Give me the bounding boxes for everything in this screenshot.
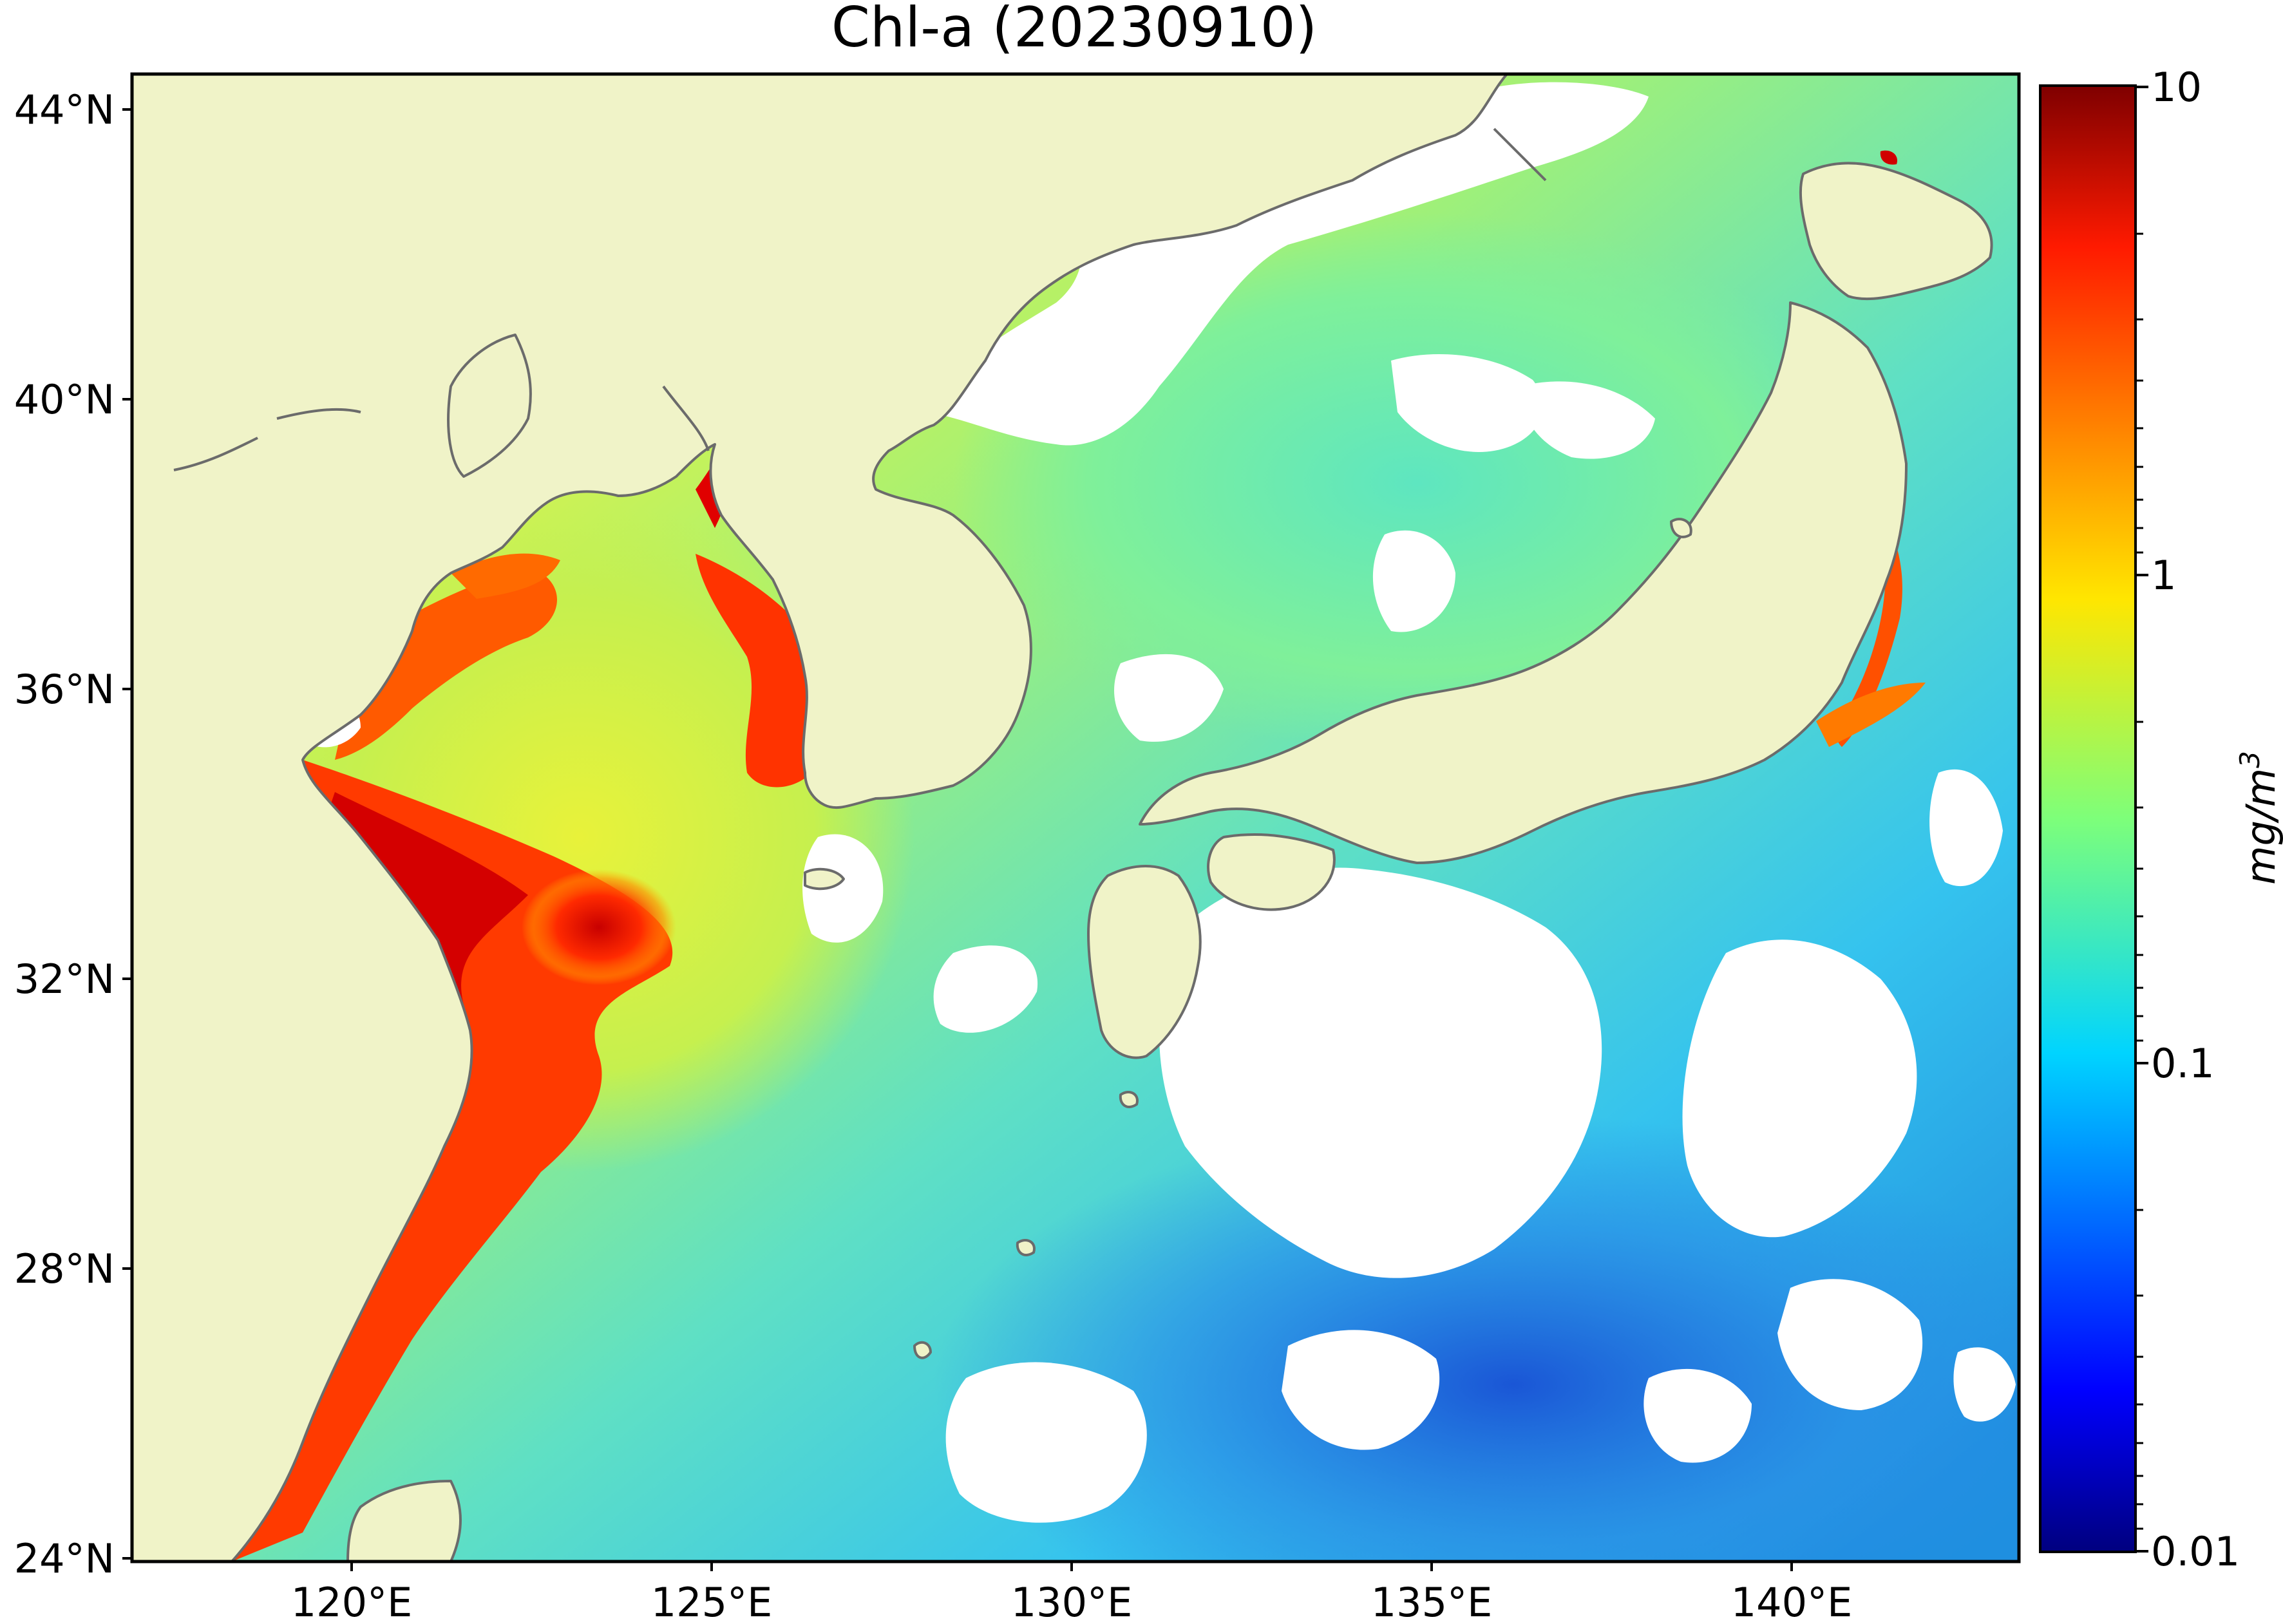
lat-tick-label: 40°N — [14, 376, 115, 423]
lon-ticks: 120°E 125°E 130°E 135°E 140°E — [291, 1562, 1853, 1624]
lat-tick-label: 32°N — [14, 956, 115, 1003]
kyushu — [1087, 865, 1202, 1059]
map-title: Chl-a (20230910) — [831, 0, 1317, 60]
lon-tick-label: 130°E — [1011, 1579, 1133, 1624]
shikoku — [1207, 833, 1336, 911]
yellow-sea-coast-high — [335, 567, 557, 760]
lat-tick-label: 36°N — [14, 666, 115, 713]
lon-tick-label: 135°E — [1371, 1579, 1493, 1624]
amami-island — [1016, 1239, 1036, 1256]
hokkaido — [1799, 162, 1993, 301]
okinawa-island — [913, 1341, 932, 1359]
lat-tick-label: 44°N — [14, 86, 115, 133]
jeju-island — [804, 867, 845, 891]
lat-tick-label: 24°N — [14, 1535, 115, 1582]
colorbar-tick-label: 1 — [2151, 552, 2176, 599]
sado-island — [1670, 518, 1692, 538]
lon-tick-label: 120°E — [291, 1579, 413, 1624]
honshu — [1139, 301, 1908, 864]
lat-tick-label: 28°N — [14, 1245, 115, 1292]
plume-edge — [522, 869, 676, 985]
unit-exponent: 3 — [2234, 751, 2266, 768]
colorbar-tick-label: 0.1 — [2151, 1040, 2215, 1087]
lon-tick-label: 125°E — [651, 1579, 773, 1624]
yakushima-island — [1119, 1091, 1139, 1108]
hokkaido-coast-high — [1880, 150, 1897, 165]
colorbar: 10 1 0.1 0.01 mg/m3 — [2039, 64, 2283, 1575]
map-border — [130, 72, 2021, 1563]
taiwan — [346, 1480, 462, 1562]
colorbar-tick-label: 10 — [2151, 64, 2202, 111]
liaodong-peninsula — [447, 334, 532, 478]
colorbar-gradient — [2039, 84, 2137, 1553]
korea-west-coast-high — [696, 554, 811, 788]
colorbar-unit-label: mg/m3 — [2234, 751, 2283, 885]
unit-base: mg/m — [2237, 768, 2283, 885]
lon-tick-label: 140°E — [1731, 1579, 1853, 1624]
lat-ticks: 44°N 40°N 36°N 32°N 28°N 24°N — [14, 86, 132, 1582]
map-panel — [132, 74, 2019, 1562]
coastline-detail — [173, 127, 1547, 471]
colorbar-tick-label: 0.01 — [2151, 1528, 2240, 1575]
colorbar-minor-ticks — [2136, 232, 2143, 1530]
bohai-strait-high — [451, 553, 560, 599]
land-masses — [132, 74, 1993, 1562]
kanto-coast-high — [1816, 683, 1926, 747]
